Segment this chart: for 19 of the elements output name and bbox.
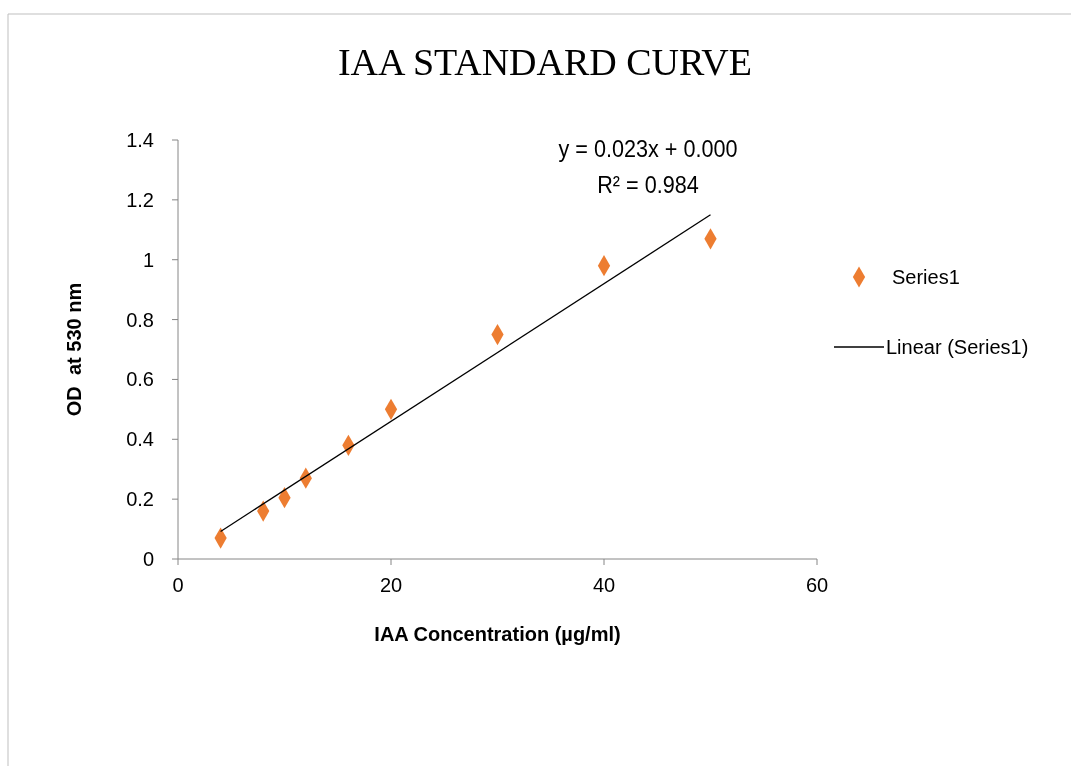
y-tick-label: 0.4 <box>126 428 154 451</box>
x-tick-label: 60 <box>805 574 829 596</box>
x-tick-label: 40 <box>592 574 616 596</box>
legend-label: Series1 <box>892 266 960 288</box>
x-axis-title: IAA Concentration (µg/ml) <box>374 623 621 645</box>
y-tick-label: 1 <box>142 248 154 271</box>
y-tick-label: 0 <box>142 548 154 570</box>
y-tick-label: 1.2 <box>126 188 154 211</box>
y-tick-label: 1.4 <box>126 129 154 151</box>
annotation: y = 0.023x + 0.000 <box>558 134 738 163</box>
y-tick-label: 0.2 <box>126 488 154 511</box>
y-tick-label: 0.8 <box>126 308 154 331</box>
y-axis-title: OD at 530 nm <box>63 282 85 417</box>
x-tick-label: 0 <box>172 574 184 596</box>
annotation: R² = 0.984 <box>597 170 700 199</box>
legend-label: Linear (Series1) <box>886 336 1029 358</box>
chart-title: IAA STANDARD CURVE <box>337 41 753 83</box>
x-tick-label: 20 <box>379 574 403 596</box>
y-tick-label: 0.6 <box>126 368 154 391</box>
